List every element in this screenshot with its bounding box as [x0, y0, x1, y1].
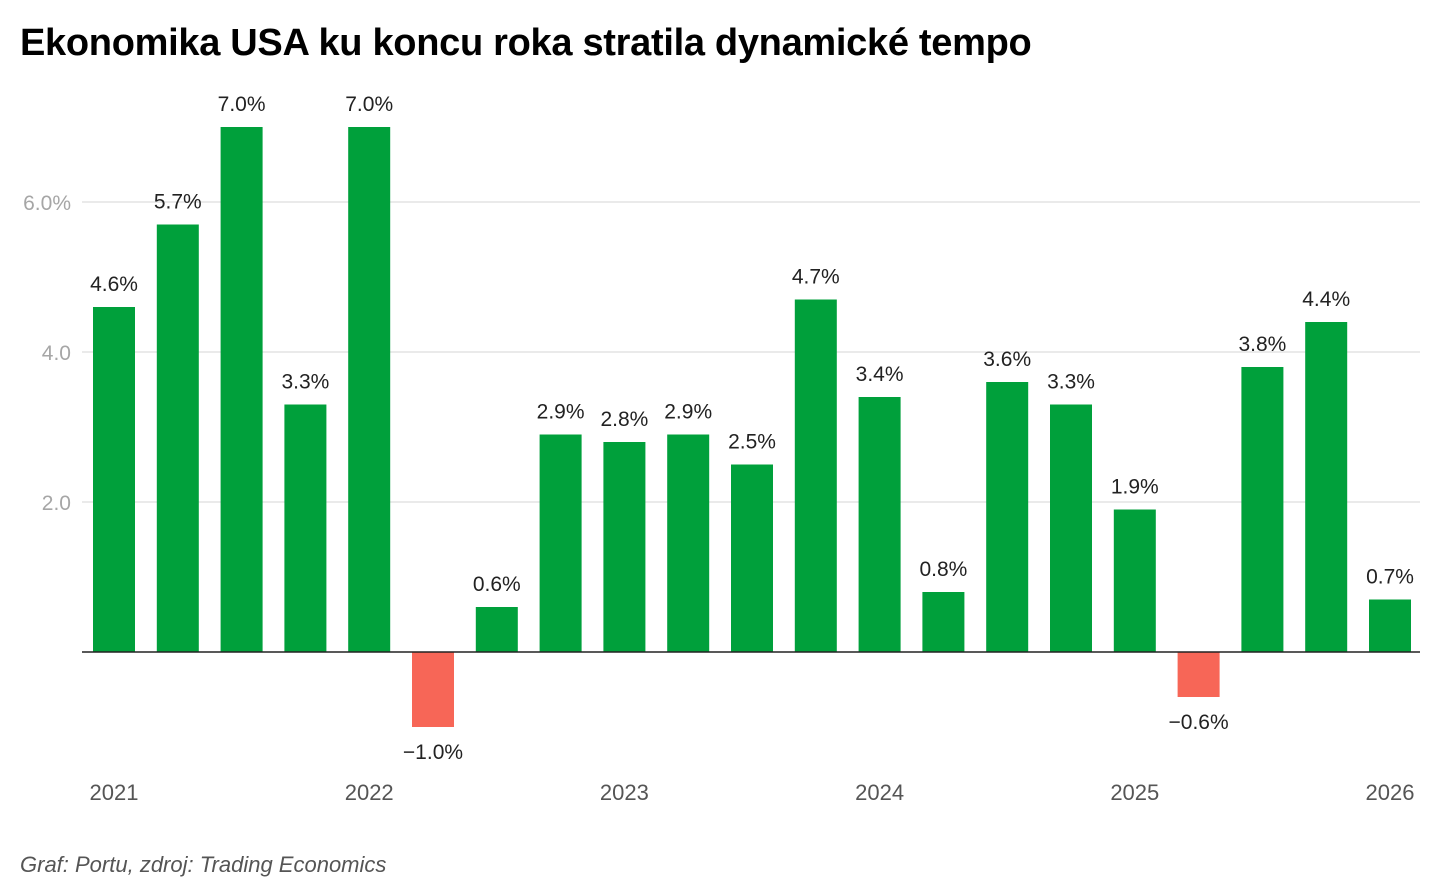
data-label: 2.9%	[664, 401, 712, 424]
bar	[284, 404, 327, 652]
bar	[475, 607, 518, 652]
x-tick-label: 2021	[90, 780, 139, 805]
data-label: 4.7%	[792, 266, 840, 289]
data-label: 2.5%	[728, 431, 776, 454]
bar	[1305, 322, 1348, 652]
data-label: 2.8%	[600, 408, 648, 431]
data-label: −1.0%	[403, 741, 463, 764]
bar	[1113, 509, 1156, 652]
data-label: 3.3%	[281, 371, 329, 394]
data-label: 5.7%	[154, 191, 202, 214]
data-label: 7.0%	[218, 93, 266, 116]
chart-title: Ekonomika USA ku koncu roka stratila dyn…	[20, 22, 1032, 64]
x-tick-label: 2022	[345, 780, 394, 805]
bar	[603, 442, 646, 652]
chart-source: Graf: Portu, zdroj: Trading Economics	[20, 852, 387, 877]
data-label: 0.7%	[1366, 566, 1414, 589]
data-label: 0.8%	[919, 558, 967, 581]
y-tick-label: 4.0	[42, 342, 71, 365]
data-label: 2.9%	[537, 401, 585, 424]
bar	[1241, 367, 1284, 652]
data-label: −0.6%	[1169, 711, 1229, 734]
x-tick-label: 2023	[600, 780, 649, 805]
bar	[1369, 599, 1411, 652]
bar	[412, 652, 454, 727]
bar	[1177, 652, 1220, 697]
data-label: 3.6%	[983, 348, 1031, 371]
bar	[731, 464, 773, 652]
bar	[348, 127, 391, 652]
bar	[922, 592, 965, 652]
data-label: 7.0%	[345, 93, 393, 116]
x-tick-label: 2025	[1110, 780, 1159, 805]
y-tick-label: 6.0%	[23, 192, 71, 215]
bar	[858, 397, 901, 652]
bar	[667, 434, 710, 652]
data-label: 3.3%	[1047, 371, 1095, 394]
bar	[1050, 404, 1092, 652]
x-tick-label: 2026	[1366, 780, 1415, 805]
bar	[220, 127, 263, 652]
y-tick-label: 2.0	[42, 492, 71, 515]
bar	[156, 224, 199, 652]
bar	[986, 382, 1029, 652]
x-tick-label: 2024	[855, 780, 904, 805]
bar	[794, 299, 837, 652]
data-label: 3.4%	[856, 363, 904, 386]
data-label: 4.4%	[1302, 288, 1350, 311]
data-label: 0.6%	[473, 573, 521, 596]
bar	[539, 434, 582, 652]
bar	[93, 307, 135, 652]
data-label: 3.8%	[1238, 333, 1286, 356]
data-label: 4.6%	[90, 273, 138, 296]
data-label: 1.9%	[1111, 476, 1159, 499]
